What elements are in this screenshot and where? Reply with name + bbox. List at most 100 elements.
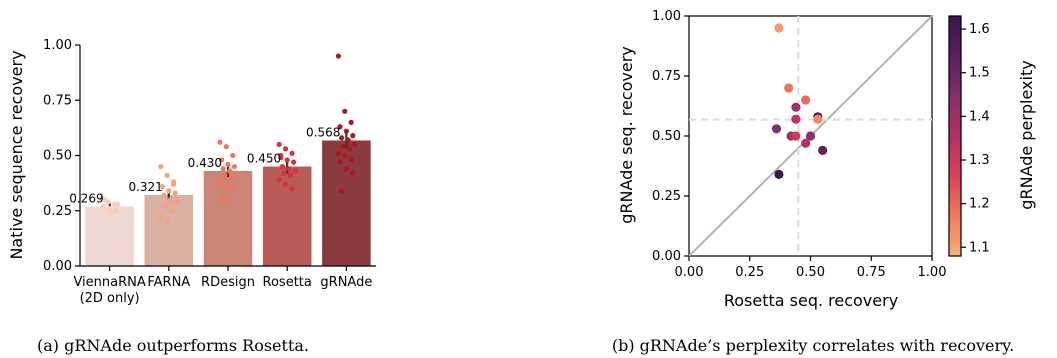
bar-series	[85, 140, 371, 266]
strip-point	[347, 146, 353, 152]
strip-point	[230, 186, 236, 192]
strip-point	[276, 141, 282, 148]
strip-point	[345, 137, 351, 143]
y-axis-label: gRNAde seq. recovery	[617, 46, 636, 224]
strip-point	[220, 166, 226, 172]
panel-b-scatter-chart: 0.00 0.25 0.50 0.75 1.00 0.00 0.25 0.50 0.75 1.0…	[612, 9, 1036, 355]
x-tick-label: 0.75	[857, 265, 886, 280]
strip-point	[217, 139, 223, 145]
strip-point	[169, 208, 175, 214]
strip-point	[163, 203, 169, 209]
y-axis-label: Native sequence recovery	[7, 50, 26, 259]
y-tick-label: 0.75	[652, 69, 681, 84]
scatter-point	[801, 138, 811, 148]
y-tick-label: 0.25	[652, 189, 681, 204]
strip-point	[219, 194, 225, 201]
scatter-point	[774, 23, 784, 33]
colorbar-tick-label: 1.5	[969, 66, 990, 81]
x-tick-label: 0.50	[796, 265, 825, 280]
y-tick-label: 0.50	[652, 129, 681, 144]
strip-point	[100, 203, 106, 209]
colorbar: 1.1 1.2 1.3 1.4 1.5 1.6	[948, 15, 990, 257]
bar-value-label: 0.568	[306, 125, 340, 139]
strip-point	[158, 163, 164, 170]
caption-a: (a) gRNAde outperforms Rosetta.	[37, 336, 309, 355]
strip-point	[278, 155, 284, 161]
y-tick-label: 1.00	[43, 38, 72, 53]
strip-point	[115, 201, 121, 207]
strip-point	[113, 208, 119, 214]
strip-point	[225, 161, 231, 167]
scatter-point	[771, 124, 782, 134]
strip-point	[351, 141, 357, 148]
scatter-point	[784, 83, 794, 93]
scatter-point	[818, 145, 828, 155]
y-tick-label: 0.50	[43, 149, 72, 164]
strip-point	[228, 175, 234, 181]
strip-point	[225, 197, 231, 203]
strip-point	[283, 146, 289, 152]
x-tick-label: FARNA	[147, 275, 190, 290]
strip-point	[350, 133, 356, 139]
x-tick-label: 1.00	[918, 265, 947, 280]
strip-point	[339, 188, 345, 194]
x-tick-label: Rosetta	[263, 275, 312, 290]
x-tick-label: 0.25	[735, 265, 764, 280]
strip-point	[108, 210, 114, 216]
y-ticks: 0.00 0.25 0.50 0.75 1.00	[43, 38, 80, 274]
strip-point	[286, 166, 292, 172]
strip-point	[350, 170, 356, 176]
strip-point	[107, 205, 113, 212]
strip-point	[158, 214, 164, 220]
strip-point	[287, 172, 293, 178]
scatter-point	[791, 102, 801, 112]
x-tick-label: RDesign	[201, 275, 255, 290]
strip-point	[283, 181, 289, 187]
strip-point	[222, 172, 228, 178]
strip-point	[172, 190, 178, 196]
strip-points	[99, 53, 357, 225]
strip-point	[161, 192, 167, 198]
scatter-point	[774, 169, 784, 179]
scatter-point	[791, 131, 801, 141]
scatter-point	[813, 114, 823, 124]
bar-value-label: 0.269	[69, 192, 103, 206]
scatter-point	[801, 95, 811, 105]
colorbar-label: gRNAde perplexity	[1017, 60, 1036, 209]
x-tick-label: ViennaRNA	[73, 275, 145, 290]
strip-point	[292, 168, 298, 174]
strip-point	[174, 199, 180, 205]
colorbar-tick-label: 1.1	[969, 240, 990, 255]
colorbar-tick-label: 1.4	[969, 109, 990, 124]
strip-point	[276, 177, 282, 183]
strip-point	[342, 152, 348, 159]
strip-point	[348, 119, 354, 125]
colorbar-tick-label: 1.6	[969, 22, 990, 37]
strip-point	[284, 157, 290, 163]
bar	[85, 206, 134, 266]
strip-point	[335, 150, 341, 156]
strip-point	[223, 144, 229, 150]
scatter-point	[791, 114, 801, 124]
y-ticks: 0.00 0.25 0.50 0.75 1.00	[652, 9, 689, 264]
caption-b: (b) gRNAde’s perplexity correlates with …	[612, 336, 1014, 355]
x-ticks: 0.00 0.25 0.50 0.75 1.00	[675, 256, 947, 280]
x-tick-label: gRNAde	[320, 275, 372, 290]
strip-point	[335, 53, 341, 59]
strip-point	[230, 152, 236, 159]
x-ticks: ViennaRNA(2D only) FARNA RDesign Rosetta gRN…	[73, 266, 372, 306]
value-labels: 0.269 0.321 0.430 0.450 0.568	[69, 125, 340, 205]
bar	[322, 140, 371, 266]
strip-point	[227, 168, 233, 174]
strip-point	[223, 183, 229, 190]
colorbar-bar	[948, 15, 962, 257]
strip-point	[219, 157, 225, 163]
strip-point	[289, 186, 295, 192]
strip-point	[337, 124, 343, 130]
y-tick-label: 0.25	[43, 204, 72, 219]
strip-point	[343, 166, 349, 172]
bar-value-label: 0.450	[247, 152, 281, 166]
strip-point	[231, 163, 237, 170]
bar	[144, 195, 194, 266]
strip-point	[281, 170, 287, 176]
